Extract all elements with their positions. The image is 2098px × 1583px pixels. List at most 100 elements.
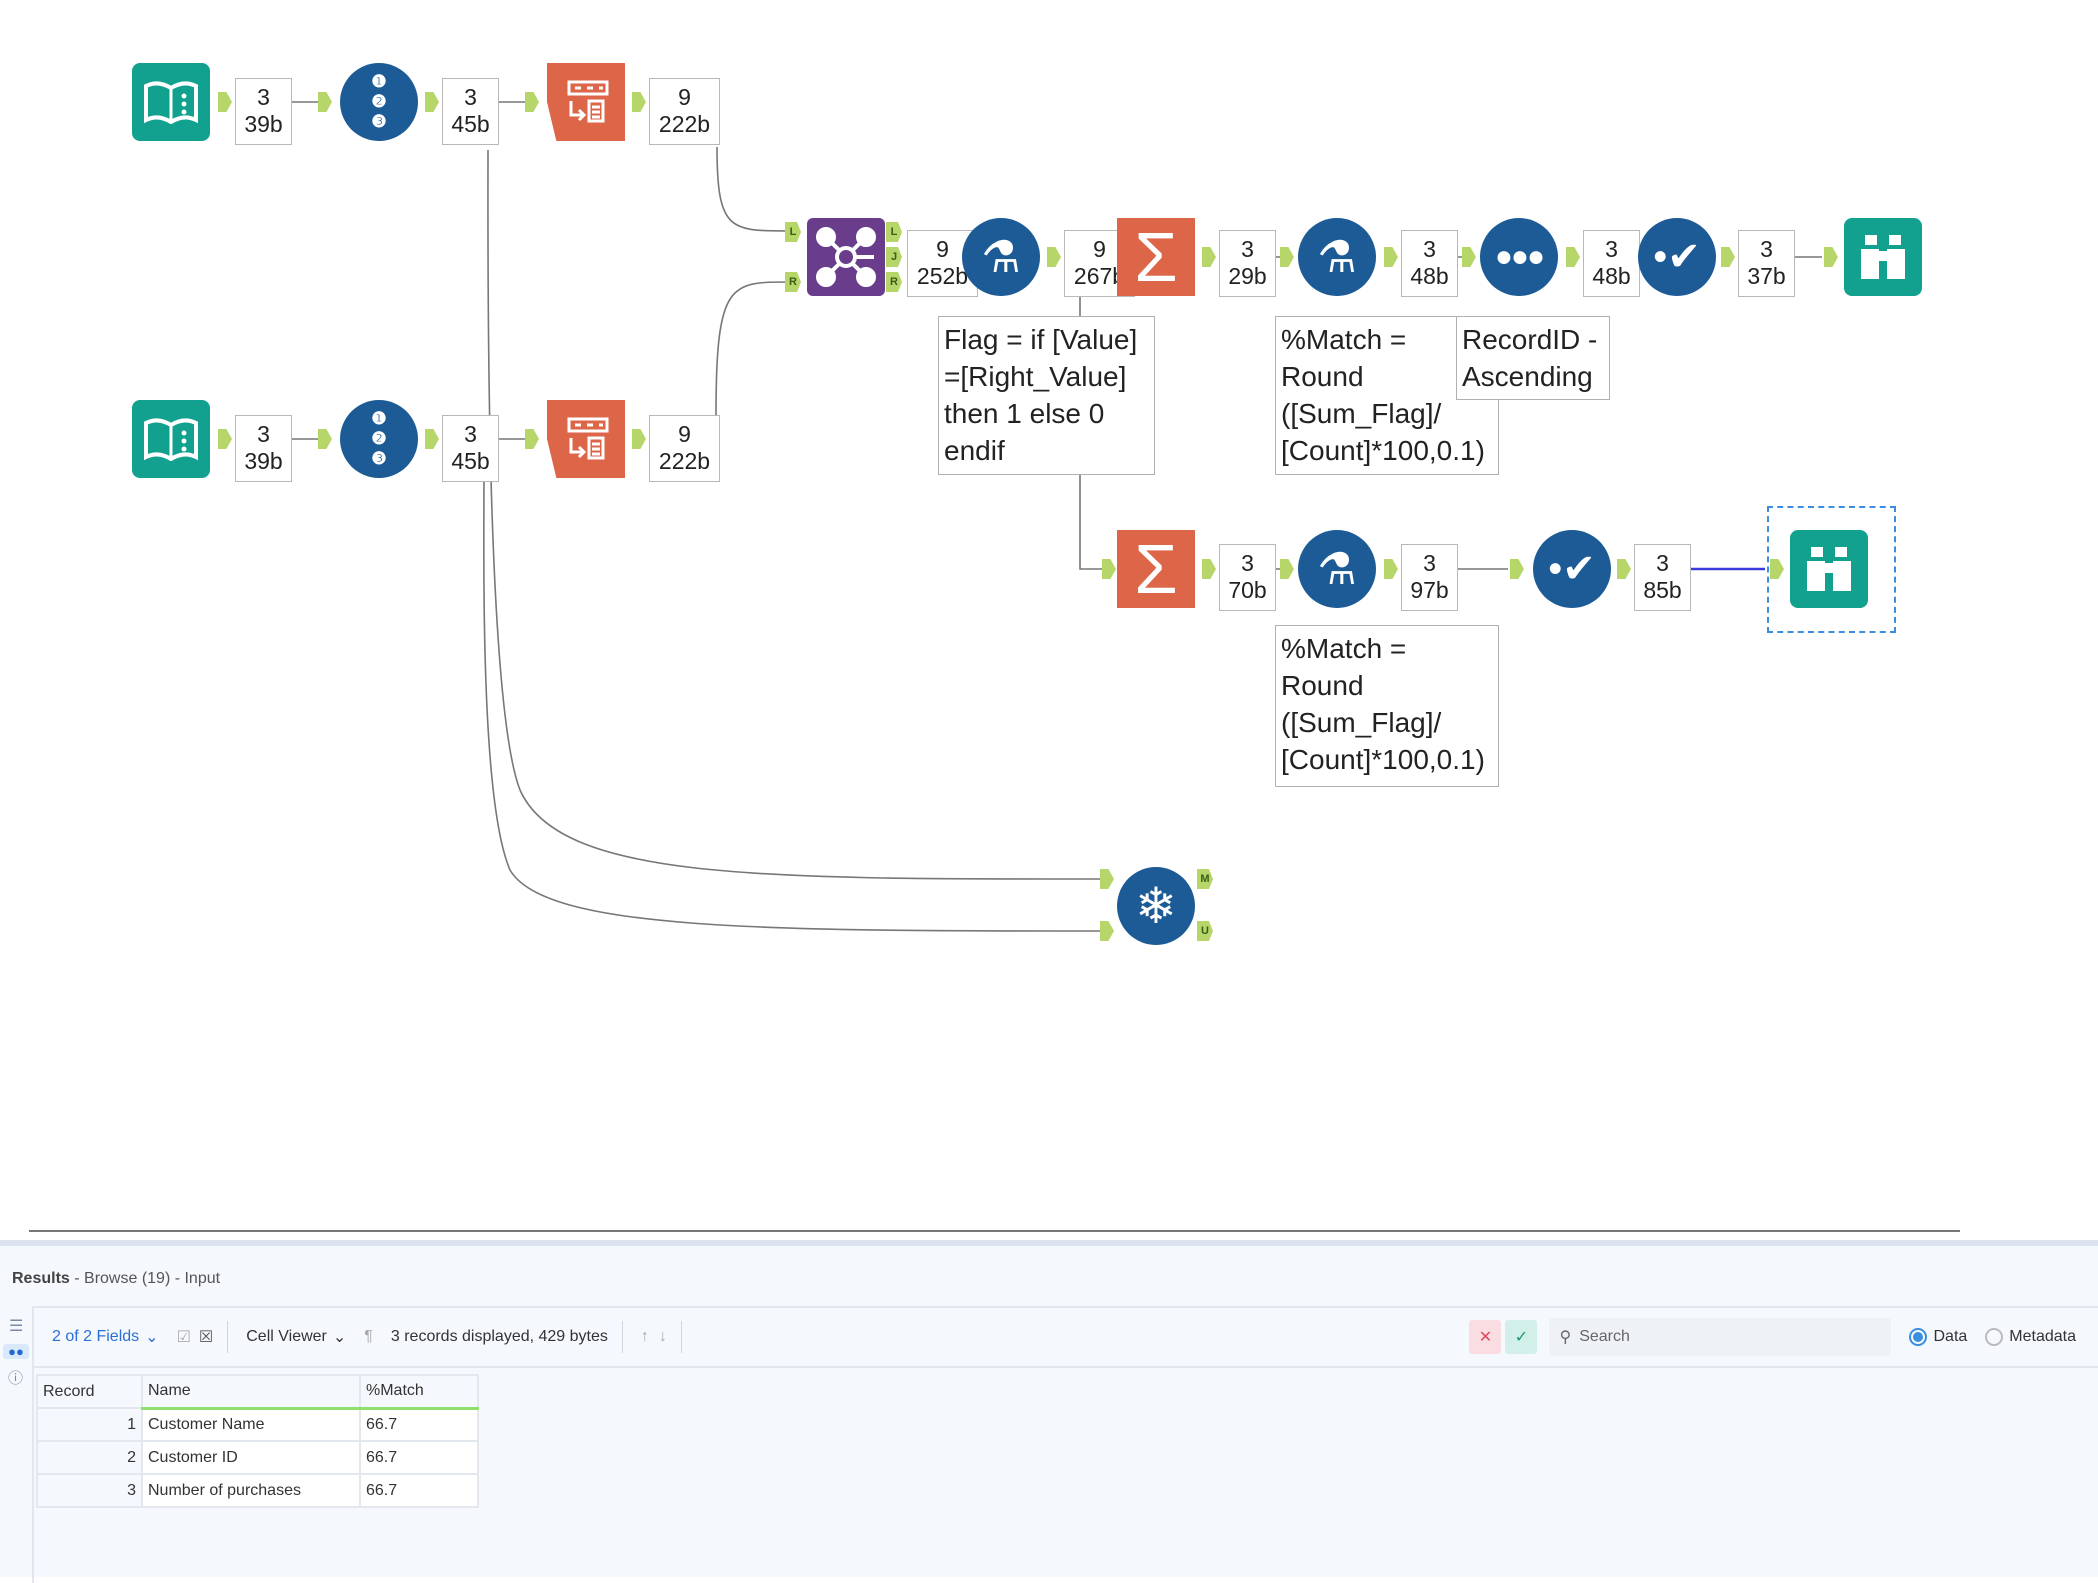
output-anchor[interactable] [218,92,232,112]
name-cell[interactable]: Number of purchases [141,1473,361,1508]
search-icon: ⚲ [1559,1329,1572,1346]
input-anchor[interactable] [1824,247,1838,267]
results-side-rail: ☰ ●● ⓘ [0,1306,34,1583]
output-anchor[interactable] [1566,247,1580,267]
output-anchor[interactable] [632,429,646,449]
summarize-icon[interactable]: Σ [1117,530,1195,608]
record-cell: 3 [36,1473,143,1508]
join-icon[interactable] [807,218,885,296]
annotation-flag[interactable]: Flag = if [Value] =[Right_Value] then 1 … [938,316,1155,475]
size: 252b [916,263,969,289]
pilcrow-icon[interactable]: ¶ [364,1328,373,1345]
deselect-icon[interactable]: ☒ [198,1329,214,1346]
output-anchor[interactable] [632,92,646,112]
output-anchor[interactable] [1202,559,1216,579]
arrow-up-icon[interactable]: ↑ [640,1328,649,1345]
text-to-columns-icon[interactable] [547,63,625,141]
input-anchor[interactable] [1280,559,1294,579]
size: 222b [658,448,711,474]
input-anchor[interactable] [1102,559,1116,579]
input-anchor[interactable] [525,92,539,112]
output-anchor[interactable] [1202,247,1216,267]
table-row[interactable]: 3 Number of purchases 66.7 [36,1473,479,1508]
sort-icon[interactable]: •✔ [1638,218,1716,296]
output-anchor[interactable] [425,429,439,449]
formula-icon[interactable]: ⚗ [1298,530,1376,608]
binoculars-icon[interactable]: ●● [3,1344,29,1359]
record-count-badge: 3 37b [1738,230,1795,297]
output-anchor[interactable] [1384,559,1398,579]
output-anchor[interactable] [218,429,232,449]
annotation-match[interactable]: %Match = Round ([Sum_Flag]/ [Count]*100,… [1275,625,1499,787]
record-count-badge: 9 222b [649,78,720,145]
formula-icon[interactable]: ⚗ [1298,218,1376,296]
output-anchor[interactable] [1617,559,1631,579]
close-icon[interactable]: ✕ [1469,1320,1502,1354]
join-right-input[interactable]: R [785,272,801,292]
input-anchor[interactable] [318,429,332,449]
input-anchor[interactable] [318,92,332,112]
match-cell[interactable]: 66.7 [359,1473,479,1508]
fields-dropdown[interactable]: 2 of 2 Fields ⌄ [52,1327,159,1347]
help-icon[interactable]: ⓘ [8,1370,24,1387]
match-output[interactable]: M [1197,869,1213,889]
unmatched-output[interactable]: U [1197,921,1213,941]
browse-icon[interactable] [1844,218,1922,296]
output-anchor[interactable] [1384,247,1398,267]
panel-splitter[interactable] [29,1230,1960,1232]
join-left-output[interactable]: L [886,222,902,242]
input-anchor[interactable] [1770,559,1784,579]
sort-icon[interactable]: •✔ [1533,530,1611,608]
summarize-icon[interactable]: Σ [1117,218,1195,296]
input-anchor[interactable] [1462,247,1476,267]
input-anchor-u[interactable] [1100,921,1114,941]
output-anchor[interactable] [1047,247,1061,267]
record-count-badge: 3 97b [1401,544,1458,611]
input-data-icon[interactable] [132,400,210,478]
output-anchor[interactable] [1721,247,1735,267]
cell-viewer-dropdown[interactable]: Cell Viewer ⌄ [246,1327,346,1347]
record-count-badge: 3 29b [1219,230,1276,297]
join-inner-output[interactable]: J [886,247,902,267]
join-left-input[interactable]: L [785,222,801,242]
select-all-icon[interactable]: ☑ [176,1329,191,1346]
input-anchor[interactable] [1510,559,1524,579]
check-icon[interactable]: ✓ [1505,1320,1538,1354]
radio-data[interactable]: Data [1909,1328,1967,1346]
radio-metadata[interactable]: Metadata [1985,1328,2076,1346]
count: 3 [464,84,477,110]
input-data-icon[interactable] [132,63,210,141]
join-right-output[interactable]: R [886,272,902,292]
annotation-recordid[interactable]: RecordID - Ascending [1456,316,1610,400]
match-cell[interactable]: 66.7 [359,1440,479,1475]
name-cell[interactable]: Customer Name [141,1407,361,1442]
count: 9 [678,421,691,447]
table-row[interactable]: 2 Customer ID 66.7 [36,1440,479,1475]
table-row[interactable]: 1 Customer Name 66.7 [36,1407,479,1442]
list-icon[interactable]: ☰ [9,1318,24,1335]
column-header[interactable]: Name [141,1374,361,1410]
divider [621,1321,623,1353]
input-anchor[interactable] [525,429,539,449]
input-anchor-m[interactable] [1100,869,1114,889]
input-anchor[interactable] [1280,247,1294,267]
match-cell[interactable]: 66.7 [359,1407,479,1442]
search-input[interactable]: ⚲ Search [1549,1318,1892,1356]
text-to-columns-icon[interactable] [547,400,625,478]
column-header[interactable]: %Match [359,1374,479,1410]
annotation-match[interactable]: %Match = Round ([Sum_Flag]/ [Count]*100,… [1275,316,1499,475]
arrow-down-icon[interactable]: ↓ [658,1328,667,1345]
column-header[interactable]: Record [36,1374,143,1409]
formula-icon[interactable]: ⚗ [962,218,1040,296]
name-cell[interactable]: Customer ID [141,1440,361,1475]
sample-icon[interactable]: ●●● [1480,218,1558,296]
browse-icon[interactable] [1790,530,1868,608]
size: 85b [1643,577,1682,603]
size: 45b [451,111,490,137]
output-anchor[interactable] [425,92,439,112]
join-multiple-icon[interactable]: ❄ [1117,867,1195,945]
